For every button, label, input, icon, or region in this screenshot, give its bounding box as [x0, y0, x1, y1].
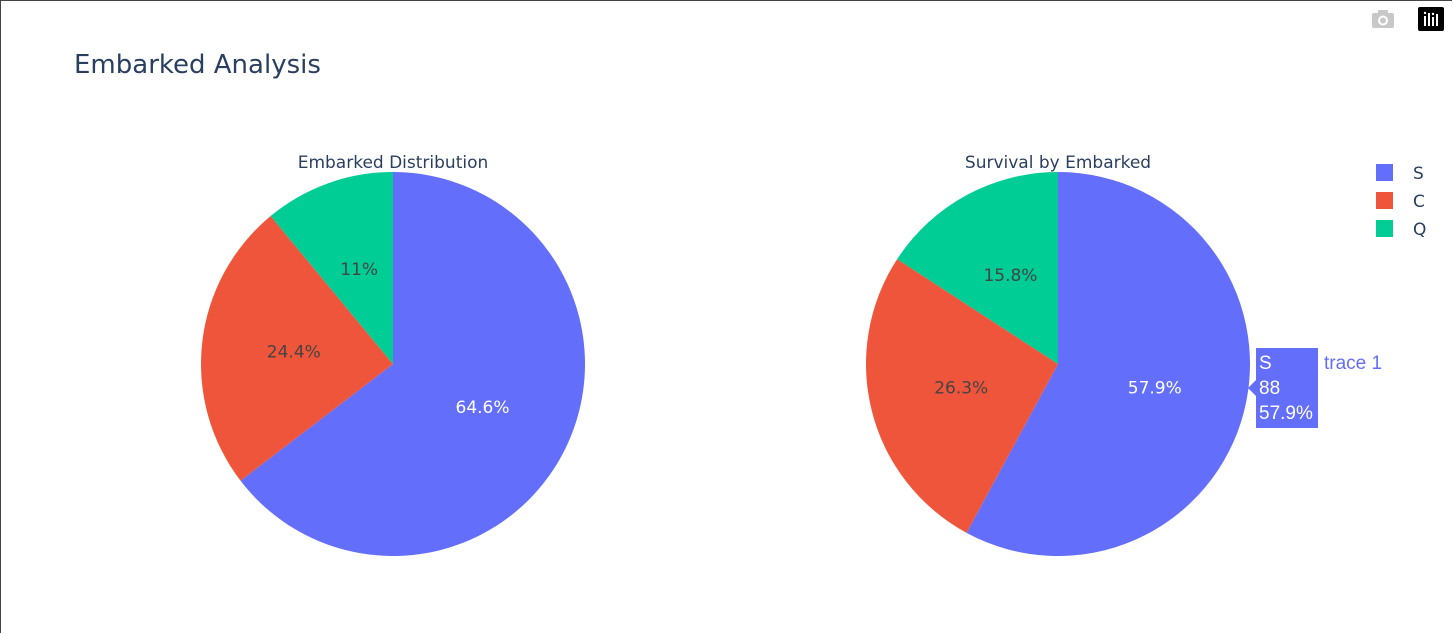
pie-slice-label: 57.9% [1128, 379, 1182, 399]
hover-count: 88 [1259, 378, 1280, 399]
pie-slice-label: 15.8% [983, 266, 1037, 286]
pie-embarked-distribution[interactable]: 64.6% 24.4% 11% [200, 172, 586, 556]
legend: S C Q [1376, 164, 1426, 240]
legend-swatch [1376, 220, 1393, 237]
hover-percent: 57.9% [1259, 403, 1313, 424]
hover-trace-name: trace 1 [1324, 353, 1382, 374]
modebar [1370, 7, 1444, 31]
pie-title-distribution: Embarked Distribution [298, 153, 489, 173]
hover-box [1248, 348, 1318, 428]
pie-slice-label: 26.3% [934, 379, 988, 399]
legend-item-s[interactable]: S [1376, 164, 1424, 184]
legend-swatch [1376, 192, 1393, 209]
hover-label: S [1259, 353, 1272, 374]
pie-slice-s[interactable] [240, 172, 586, 556]
legend-label: Q [1413, 220, 1426, 240]
legend-item-q[interactable]: Q [1376, 220, 1426, 240]
pie-slice-label: 64.6% [456, 398, 510, 418]
pie-slice-q[interactable] [897, 172, 1058, 364]
pie-slice-s[interactable] [966, 172, 1250, 556]
pie-slice-label: 24.4% [267, 343, 321, 363]
legend-label: S [1413, 164, 1424, 184]
legend-item-c[interactable]: C [1376, 192, 1425, 212]
pie-slice-q[interactable] [270, 172, 393, 364]
pie-slice-c[interactable] [200, 216, 393, 481]
plotly-logo-icon[interactable] [1418, 7, 1444, 31]
legend-swatch [1376, 164, 1393, 181]
legend-label: C [1413, 192, 1425, 212]
pie-slice-label: 11% [340, 260, 378, 280]
hover-tooltip: S 88 57.9% trace 1 [1248, 348, 1382, 428]
pie-slice-c[interactable] [866, 259, 1058, 533]
pie-survival-by-embarked[interactable]: 57.9% 26.3% 15.8% [866, 172, 1250, 556]
camera-icon[interactable] [1370, 7, 1396, 31]
chart-title: Embarked Analysis [74, 50, 321, 80]
pie-title-survival: Survival by Embarked [965, 153, 1151, 173]
